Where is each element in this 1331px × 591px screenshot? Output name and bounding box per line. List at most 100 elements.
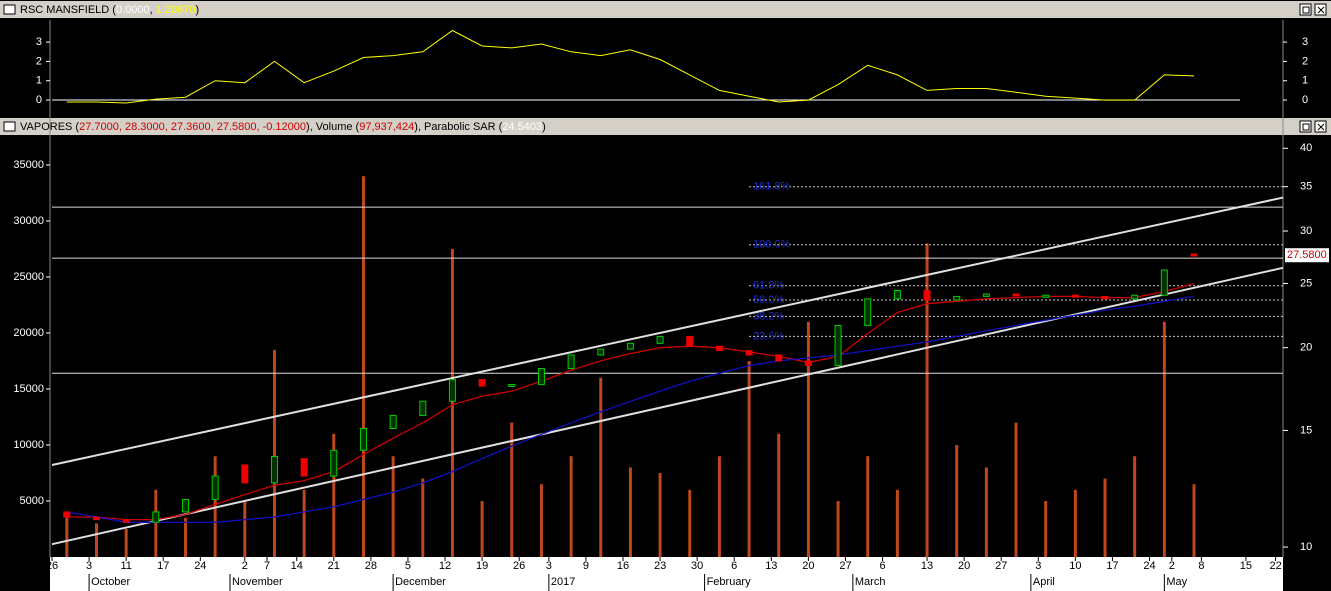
volume-bar	[421, 478, 425, 557]
volume-tick-label: 5000	[20, 495, 44, 507]
candle-body	[300, 458, 308, 477]
volume-bar	[272, 349, 276, 557]
price-tick-label: 10	[1300, 541, 1312, 553]
volume-bar	[1162, 321, 1166, 557]
volume-tick-label: 25000	[13, 271, 44, 283]
x-tick-label: 15	[1240, 560, 1252, 572]
title-part: RSC MANSFIELD (	[20, 4, 116, 16]
fib-label: 61.8%	[753, 280, 784, 292]
volume-bar	[747, 361, 751, 557]
month-label: March	[855, 576, 886, 588]
candle-body	[241, 464, 249, 484]
header-bar	[0, 1, 1331, 18]
title-part: 1.20870	[156, 4, 196, 16]
candle-body	[953, 295, 961, 301]
x-tick-label: 13	[765, 560, 777, 572]
volume-tick-label: 10000	[13, 439, 44, 451]
title-part: 0.0000	[116, 4, 150, 16]
volume-bar	[777, 433, 781, 557]
volume-bar	[510, 422, 514, 557]
x-tick-label: 27	[995, 560, 1007, 572]
y-tick-label: 3	[36, 36, 42, 48]
x-tick-label: 5	[405, 560, 411, 572]
volume-bar	[658, 473, 662, 557]
candle-body	[715, 345, 723, 352]
month-label: February	[707, 576, 752, 588]
candle-body	[1012, 293, 1020, 297]
volume-bar	[836, 501, 840, 557]
candle-body	[63, 511, 71, 518]
volume-bar	[332, 433, 336, 557]
month-label: April	[1033, 576, 1055, 588]
volume-bar	[1014, 422, 1018, 557]
maximize-button[interactable]	[1299, 3, 1312, 16]
fib-label: 23.6%	[753, 330, 784, 342]
x-tick-label: 8	[1198, 560, 1204, 572]
x-tick-label: 2	[1169, 560, 1175, 572]
candle-body	[775, 354, 783, 362]
x-tick-label: 3	[86, 560, 92, 572]
indicator-line	[66, 29, 1195, 104]
volume-bar	[955, 445, 959, 557]
candle-body	[122, 519, 130, 523]
x-tick-label: 13	[921, 560, 933, 572]
candle-body	[152, 511, 160, 523]
volume-bar	[450, 249, 454, 557]
last-price-box	[1285, 248, 1329, 263]
x-tick-label: 27	[839, 560, 851, 572]
title-part: )	[542, 121, 546, 133]
maximize-button[interactable]	[1299, 120, 1312, 133]
candle-body	[211, 475, 219, 500]
volume-bar	[569, 456, 573, 557]
title-part: VAPORES (	[20, 121, 79, 133]
candle-body	[181, 498, 189, 513]
moving-average	[66, 282, 1195, 521]
volume-bar	[302, 489, 306, 557]
x-tick-label: 10	[1069, 560, 1081, 572]
price-tick-label: 30	[1300, 225, 1312, 237]
price-tick-label: 25	[1300, 277, 1312, 289]
candle-body	[508, 383, 516, 387]
volume-bar	[1192, 484, 1196, 557]
y-tick-label: 2	[1302, 55, 1308, 67]
volume-bar	[65, 512, 69, 557]
volume-bar	[628, 467, 632, 557]
volume-bar	[688, 489, 692, 557]
volume-tick-label: 15000	[13, 383, 44, 395]
candle-body	[567, 354, 575, 370]
candle-body	[893, 289, 901, 300]
button-glyphs	[1302, 6, 1325, 131]
x-tick-label: 20	[958, 560, 970, 572]
volume-bar	[361, 176, 365, 557]
panel-icon	[3, 4, 16, 15]
title-part: ,	[150, 4, 156, 16]
month-label: 2017	[551, 576, 575, 588]
candle-body	[626, 342, 634, 350]
volume-bar	[895, 489, 899, 557]
x-tick-label: 24	[1143, 560, 1155, 572]
candle-body	[1131, 294, 1139, 300]
candle-body	[389, 414, 397, 430]
volume-bar	[599, 377, 603, 557]
candle-body	[597, 348, 605, 356]
candle-body	[1160, 269, 1168, 296]
candle-body	[92, 516, 100, 521]
candle-body	[359, 428, 367, 451]
month-label: November	[232, 576, 283, 588]
fib-label: 100.0%	[753, 239, 791, 251]
candle-body	[982, 293, 990, 297]
x-tick-label: 6	[731, 560, 737, 572]
candle-body	[478, 379, 486, 387]
x-tick-label: 26	[46, 560, 58, 572]
price-tick-label: 20	[1300, 342, 1312, 354]
month-label: October	[91, 576, 130, 588]
volume-bar	[866, 456, 870, 557]
x-tick-label: 16	[617, 560, 629, 572]
volume-bar	[124, 529, 128, 557]
candle-body	[745, 350, 753, 356]
title-part: ), Parabolic SAR (	[414, 121, 502, 133]
volume-bar	[183, 517, 187, 557]
